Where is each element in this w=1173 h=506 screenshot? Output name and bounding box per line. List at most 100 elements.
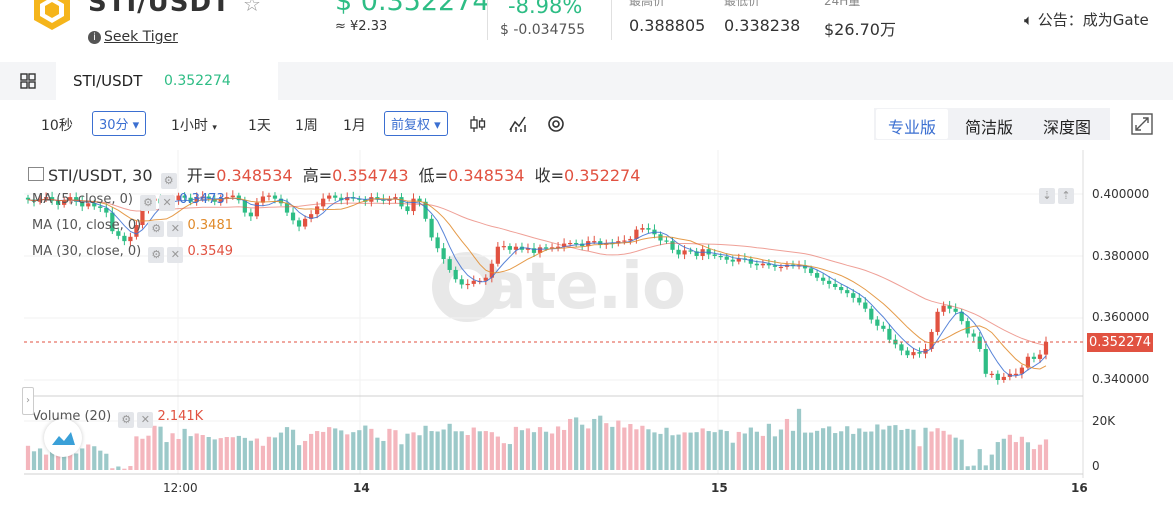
stat-high-value: 0.388805 <box>629 16 706 35</box>
view-depth[interactable]: 深度图 <box>1043 118 1092 137</box>
candle-body <box>1025 356 1031 368</box>
tab-price: 0.352274 <box>164 73 231 89</box>
candle-body <box>881 325 886 329</box>
collapse-side-arrow-icon[interactable]: › <box>22 387 34 415</box>
volume-bar <box>333 428 338 470</box>
candle-body <box>941 305 946 312</box>
candle-body <box>284 203 290 213</box>
fullscreen-icon[interactable] <box>1131 113 1153 135</box>
volume-bar <box>748 427 753 470</box>
ma5-value: 0.3473 <box>179 192 225 207</box>
interval-1h-label[interactable]: 1小时 <box>171 118 208 134</box>
volume-bar <box>278 432 284 470</box>
x-tick: 16 <box>1071 481 1088 495</box>
volume-bar <box>134 436 139 470</box>
candle-body <box>423 201 428 219</box>
settings-icon[interactable]: ⚙ <box>140 195 157 211</box>
volume-bar <box>302 440 308 470</box>
volume-bar <box>971 465 976 470</box>
project-name[interactable]: Seek Tiger <box>104 29 178 45</box>
candle-body <box>935 311 940 332</box>
candle-body <box>309 214 314 219</box>
tab-symbol[interactable]: STI/USDT <box>73 72 143 90</box>
ma5-line <box>27 197 1047 377</box>
candle-body <box>296 220 302 227</box>
volume-bar <box>736 431 741 470</box>
volume-bar <box>116 466 121 470</box>
volume-bar <box>266 436 272 470</box>
volume-bar <box>784 418 790 470</box>
candlestick-icon[interactable] <box>468 113 488 135</box>
adjust-dropdown[interactable]: 前复权 ▾ <box>384 111 448 136</box>
volume-bar <box>254 438 260 470</box>
close-icon[interactable]: ✕ <box>167 247 184 263</box>
candle-body <box>814 273 820 278</box>
candlestick-chart[interactable] <box>0 142 1173 506</box>
view-simple[interactable]: 简洁版 <box>965 118 1014 137</box>
close-icon[interactable]: ✕ <box>167 221 184 237</box>
gate-floating-logo-icon[interactable] <box>44 419 82 457</box>
close-icon[interactable]: ✕ <box>137 412 154 428</box>
chevron-down-icon: ▾ <box>212 123 217 133</box>
scale-controls[interactable]: ⇣ ⇡ <box>1036 181 1074 204</box>
tab-sti-usdt[interactable] <box>56 62 278 100</box>
volume-bar <box>953 437 958 470</box>
interval-30m-label[interactable]: 30分 <box>99 118 129 133</box>
volume-bar <box>863 431 868 470</box>
project-link[interactable]: i Seek Tiger <box>88 29 178 45</box>
announcement[interactable]: 🔈︎ 公告：成为Gate <box>1024 9 1149 30</box>
candle-body <box>134 225 139 237</box>
close-icon[interactable]: ✕ <box>159 195 176 211</box>
stat-volume-value: $26.70万 <box>824 20 896 39</box>
settings-icon[interactable] <box>546 113 566 135</box>
volume-bar <box>881 429 886 470</box>
candle-body <box>802 265 808 269</box>
announcement-text[interactable]: 公告：成为Gate <box>1037 11 1149 29</box>
volume-bar <box>658 433 663 470</box>
candle-body <box>357 198 362 200</box>
volume-bar <box>519 430 525 470</box>
candle-body <box>875 319 880 326</box>
volume-bar <box>676 434 681 470</box>
volume-bar <box>616 420 621 470</box>
volume-bar <box>423 425 428 470</box>
volume-bar <box>25 445 31 470</box>
settings-icon[interactable]: ⚙ <box>148 221 165 237</box>
volume-bar <box>501 443 506 470</box>
volume-bar <box>417 435 422 470</box>
view-pro[interactable]: 专业版 <box>888 118 937 137</box>
interval-10s[interactable]: 10秒 <box>41 118 73 134</box>
arrow-down-icon[interactable]: ⇣ <box>1039 188 1055 204</box>
favorite-star-icon[interactable]: ☆ <box>243 0 261 16</box>
interval-1d[interactable]: 1天 <box>248 118 271 134</box>
grid-menu-icon[interactable] <box>20 73 36 89</box>
gate-token-logo <box>34 0 70 30</box>
candle-body <box>507 246 513 250</box>
volume-bar <box>405 433 410 470</box>
symbol-icon <box>28 167 44 181</box>
candle-body <box>92 203 97 207</box>
interval-1w[interactable]: 1周 <box>295 118 318 134</box>
volume-bar <box>489 432 494 470</box>
candle-body <box>694 251 699 256</box>
ma30-legend: MA (30, close, 0) ⚙ ✕ 0.3549 <box>32 244 233 263</box>
volume-bar <box>911 429 916 470</box>
adjust-label[interactable]: 前复权 <box>391 118 431 133</box>
settings-icon[interactable]: ⚙ <box>160 173 177 189</box>
volume-bar <box>1025 442 1031 470</box>
interval-1mo[interactable]: 1月 <box>343 118 366 134</box>
candle-body <box>568 242 573 245</box>
settings-icon[interactable]: ⚙ <box>118 412 135 428</box>
interval-30m[interactable]: 30分 ▾ <box>92 111 147 136</box>
volume-bar <box>465 435 470 470</box>
volume-bar <box>875 424 880 470</box>
indicator-icon[interactable] <box>508 113 528 135</box>
settings-icon[interactable]: ⚙ <box>148 247 165 263</box>
candle-body <box>405 206 410 212</box>
candle-body <box>857 297 862 303</box>
change-percent: -8.98% <box>508 0 583 18</box>
view-pro-bg <box>876 109 948 139</box>
arrow-up-icon[interactable]: ⇡ <box>1058 188 1074 204</box>
candle-body <box>555 246 561 248</box>
interval-1h[interactable]: 1小时 ▾ <box>171 115 217 135</box>
